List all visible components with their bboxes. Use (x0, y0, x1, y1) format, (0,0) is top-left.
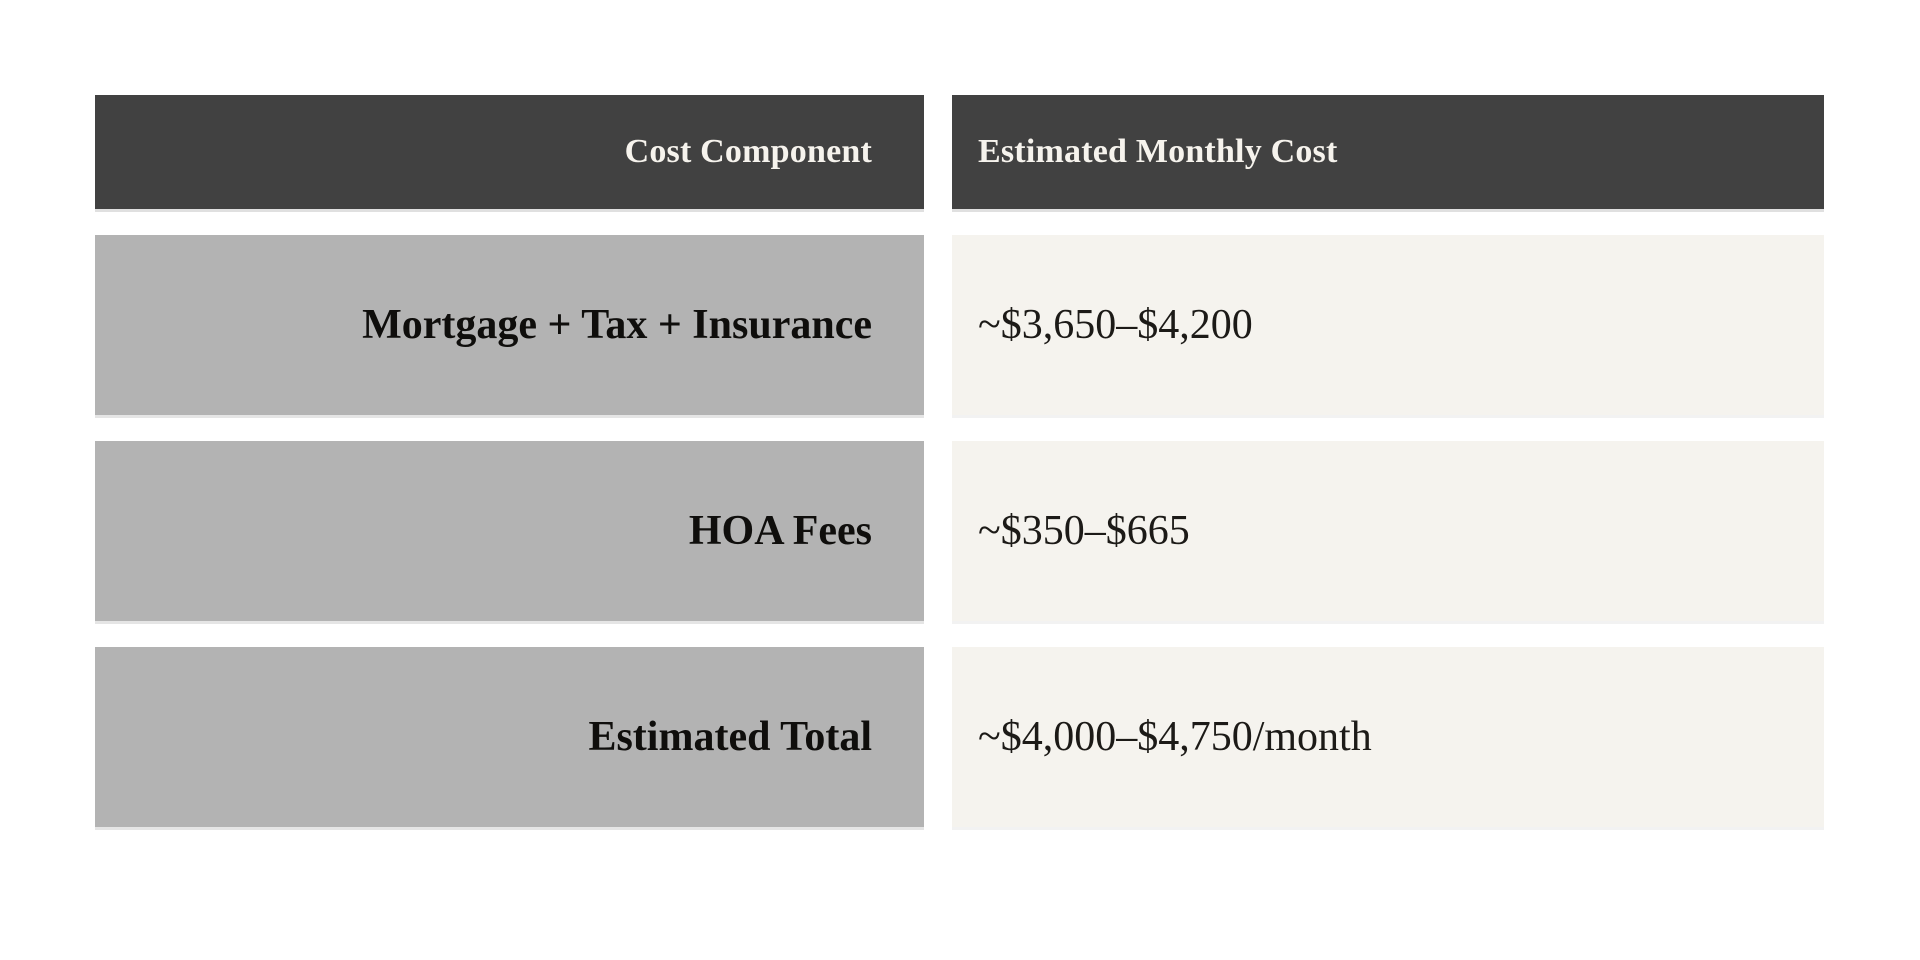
row-label-estimated-total: Estimated Total (95, 647, 924, 827)
col-header-estimated-monthly-cost: Estimated Monthly Cost (952, 95, 1824, 209)
table-row: Mortgage + Tax + Insurance ~$3,650–$4,20… (95, 235, 1824, 415)
cost-table: Cost Component Estimated Monthly Cost Mo… (95, 95, 1824, 827)
row-label-mortgage-tax-insurance: Mortgage + Tax + Insurance (95, 235, 924, 415)
table-row: Estimated Total ~$4,000–$4,750/month (95, 647, 1824, 827)
row-value-estimated-total: ~$4,000–$4,750/month (952, 647, 1824, 827)
col-header-cost-component: Cost Component (95, 95, 924, 209)
row-label-hoa-fees: HOA Fees (95, 441, 924, 621)
table-row: HOA Fees ~$350–$665 (95, 441, 1824, 621)
header-row: Cost Component Estimated Monthly Cost (95, 95, 1824, 209)
row-value-mortgage-tax-insurance: ~$3,650–$4,200 (952, 235, 1824, 415)
row-value-hoa-fees: ~$350–$665 (952, 441, 1824, 621)
